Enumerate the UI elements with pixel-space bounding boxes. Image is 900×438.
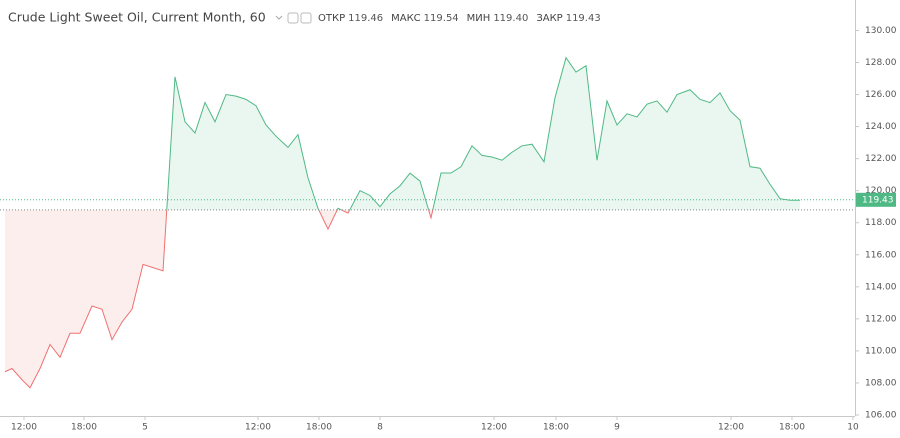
x-tick-label: 12:00: [11, 423, 37, 433]
last-price-box: [856, 192, 896, 207]
stat-name: ЗАКР: [536, 13, 562, 24]
area-up: [5, 57, 800, 210]
area-down: [5, 209, 433, 388]
x-tick-label: 5: [142, 423, 148, 433]
stat-value: 119.43: [566, 13, 601, 24]
y-tick-label: 110.00: [865, 346, 897, 356]
y-tick-label: 124.00: [865, 122, 897, 132]
x-tick-label: 12:00: [245, 423, 271, 433]
x-tick-label: 9: [614, 423, 620, 433]
y-tick-label: 122.00: [865, 154, 897, 164]
x-tick-label: 18:00: [71, 423, 97, 433]
stat-value: 119.54: [424, 13, 459, 24]
y-tick-label: 116.00: [865, 250, 897, 260]
stat-name: МАКС: [391, 13, 421, 24]
stat-value: 119.40: [493, 13, 528, 24]
y-tick-label: 126.00: [865, 90, 897, 100]
dropdown-icon[interactable]: [275, 15, 283, 20]
chart-title: Crude Light Sweet Oil, Current Month, 60: [8, 10, 266, 25]
y-tick-label: 108.00: [865, 378, 897, 388]
stat-name: МИН: [467, 13, 491, 24]
x-tick-label: 10: [847, 423, 859, 433]
x-tick-label: 8: [377, 423, 383, 433]
y-tick-label: 118.00: [865, 218, 897, 228]
line-up: [166, 56, 800, 210]
y-tick-label: 112.00: [865, 314, 897, 324]
x-tick-label: 18:00: [543, 423, 569, 433]
y-tick-label: 120.00: [865, 186, 897, 196]
stat-name: ОТКР: [318, 13, 345, 24]
stats: ОТКР 119.46 МАКС 119.54 МИН 119.40 ЗАКР 119.43: [318, 13, 601, 24]
last-price-label: 119.43: [862, 195, 894, 205]
settings-icon[interactable]: [287, 12, 299, 24]
x-tick-label: 12:00: [481, 423, 507, 433]
y-tick-label: 114.00: [865, 282, 897, 292]
x-tick-label: 18:00: [779, 423, 805, 433]
line-down: [4, 209, 434, 389]
stat-value: 119.46: [348, 13, 383, 24]
close-icon[interactable]: [300, 12, 312, 24]
x-tick-label: 12:00: [718, 423, 744, 433]
x-tick-label: 18:00: [306, 423, 332, 433]
y-tick-label: 130.00: [865, 26, 897, 36]
y-tick-label: 106.00: [865, 411, 897, 421]
y-tick-label: 128.00: [865, 58, 897, 68]
